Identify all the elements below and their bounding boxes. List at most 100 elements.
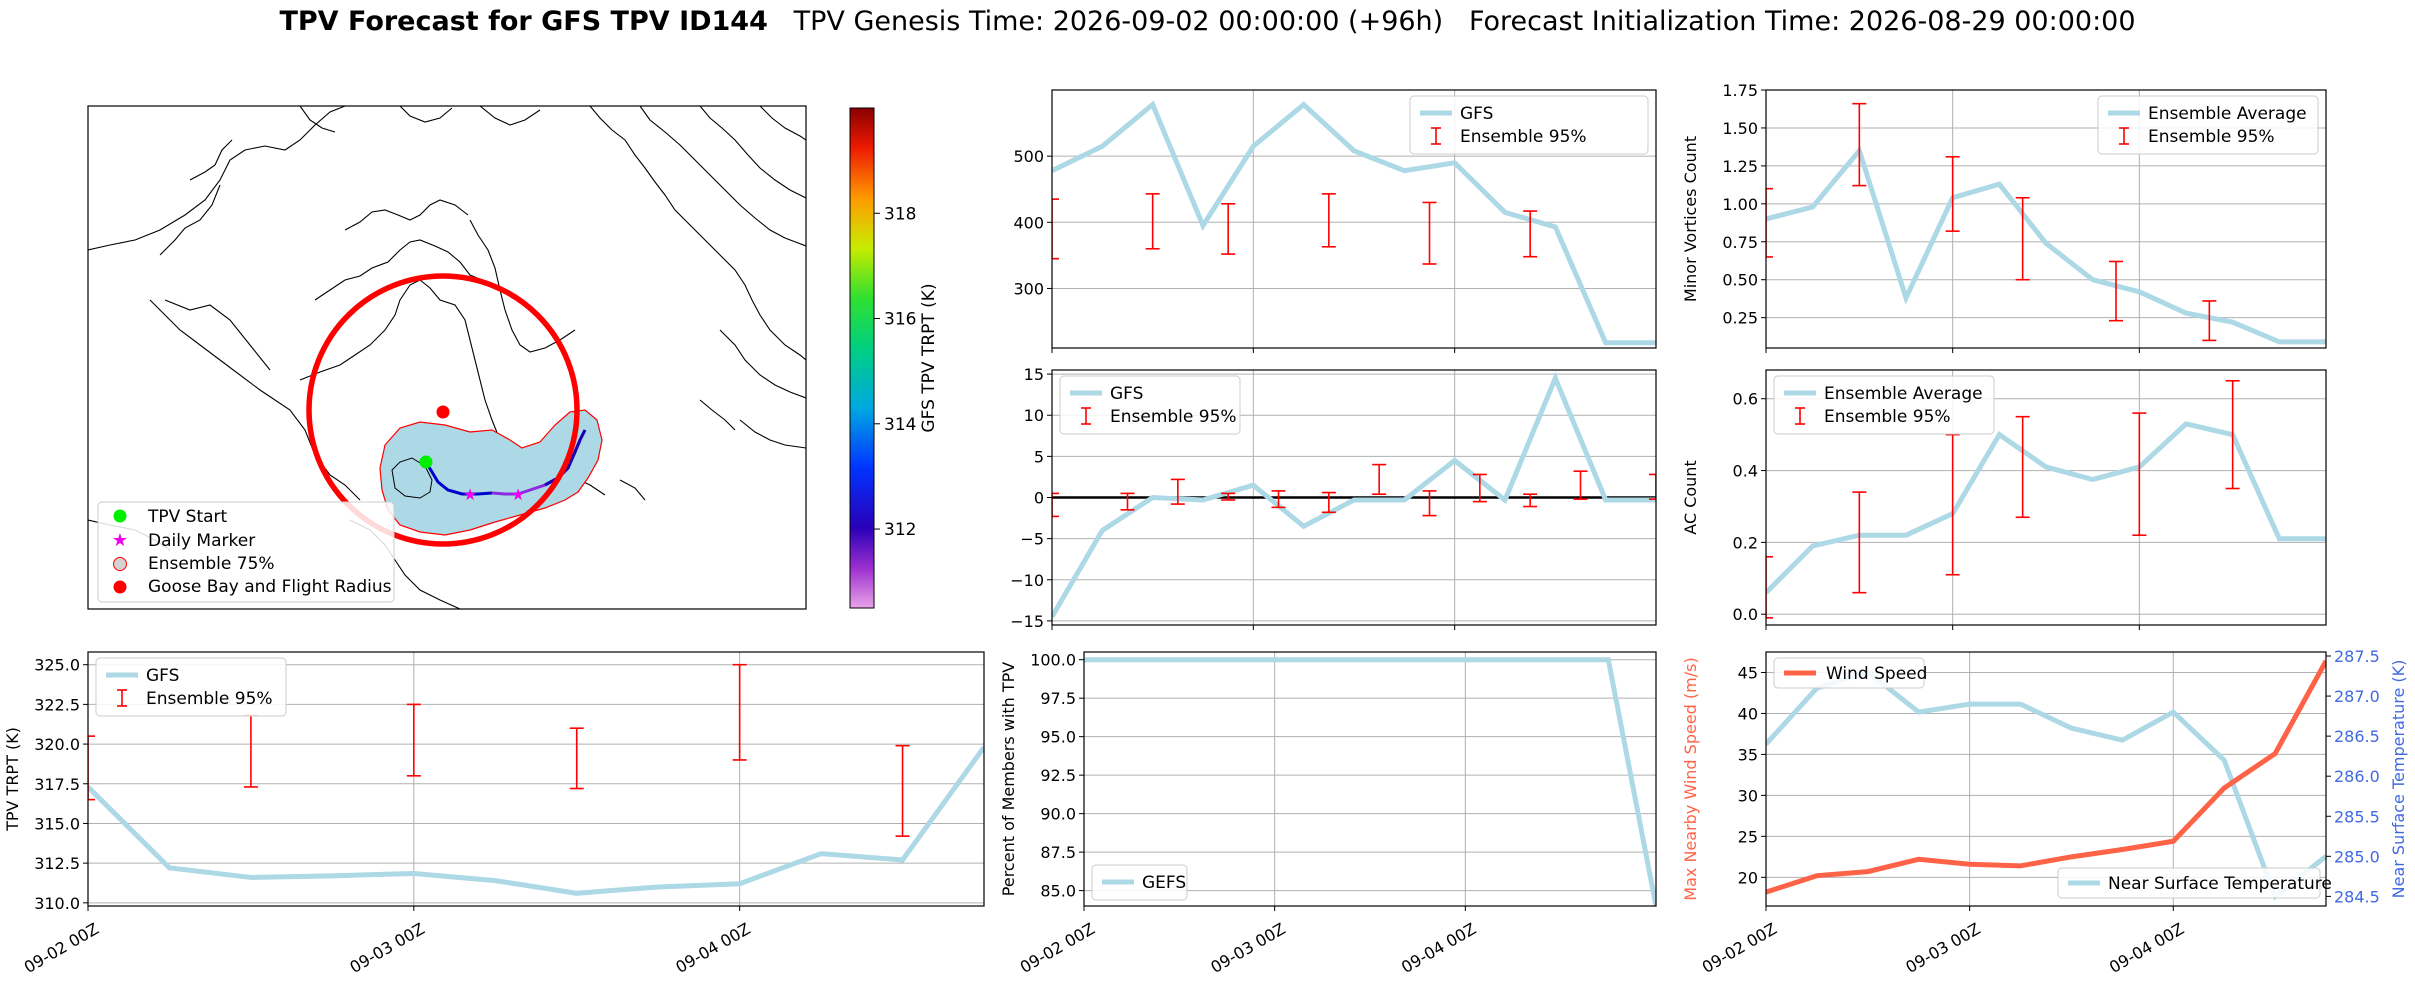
ytick-label: 325.0 [34, 656, 80, 675]
ytick-label: 400 [1013, 213, 1044, 232]
colorbar-ticks: 312 314 316 318 [874, 204, 916, 540]
ytick-label: 310.0 [34, 894, 80, 913]
errorbar [406, 703, 421, 777]
figure-title-times: TPV Genesis Time: 2026-09-02 00:00:00 (+… [767, 6, 2136, 37]
plot-area [1766, 379, 2326, 619]
ytick-label: 1.50 [1722, 119, 1758, 138]
ytick2-label: 284.5 [2334, 887, 2380, 906]
ytick-label: 35 [1738, 745, 1758, 764]
ylabel: Max Nearby Wind Speed (m/s) [1681, 657, 1700, 900]
legend2-box [2057, 867, 2321, 899]
plot-frame [1051, 369, 1657, 626]
legend-label: Ensemble 95% [2148, 127, 2275, 147]
ylabel: Minor Vortices Count [1681, 136, 1700, 302]
ytick-label: 1.75 [1722, 81, 1758, 100]
ytick-label: 320.0 [34, 735, 80, 754]
plot-area [88, 663, 984, 896]
figure-title-bold: TPV Forecast for GFS TPV ID144 [279, 6, 768, 37]
legend-tpv-start-label: TPV Start [147, 507, 228, 527]
errorbar [2015, 196, 2030, 281]
ytick-label: 0.25 [1722, 309, 1758, 328]
errorbar [1766, 187, 1773, 258]
errorbar [2202, 300, 2217, 342]
legend-box [1409, 95, 1649, 155]
plot-frame [1765, 369, 2327, 626]
errorbar [243, 714, 258, 788]
trpt-chart: 310.0 312.5 315.0 317.5 320.0 322.5 325.0 09-02… [0, 640, 1000, 982]
errorbar [1945, 155, 1960, 232]
ytick-label: 100.0 [1030, 651, 1076, 670]
ytick2-label: 287.5 [2334, 647, 2380, 666]
legend-box [1773, 375, 1995, 435]
xtick-label: 09-04 00Z [672, 919, 753, 977]
legend-label-wind-speed: Wind Speed [1826, 664, 1927, 684]
ac-count-chart: 0.0 0.2 0.4 0.6 AC Count Ensemble Average Ense… [1680, 360, 2335, 635]
ytick-label: 87.5 [1040, 843, 1076, 862]
errorbar [1170, 478, 1185, 505]
series-line [1766, 421, 2326, 595]
errorbar [88, 735, 95, 801]
errorbar [1945, 433, 1960, 576]
island-outline [391, 457, 433, 499]
errorbar [895, 744, 910, 837]
legend-box [1091, 864, 1188, 901]
legend-label: Ensemble 95% [1110, 407, 1237, 427]
tpv-start-marker [419, 455, 433, 469]
series-line [1052, 371, 1656, 619]
errorbar [1052, 492, 1059, 518]
ytick-label: −10 [1010, 571, 1044, 590]
map-svg: ★ ★ TPV Start ★ Daily Marker Ensemble 75… [87, 105, 939, 610]
plot-frame [1765, 651, 2327, 907]
legend-box [95, 657, 287, 717]
legend-daily-marker-icon: ★ [112, 530, 128, 551]
legend-box [1059, 375, 1241, 435]
ytick-label: −5 [1020, 530, 1044, 549]
xtick-label: 09-02 00Z [21, 919, 102, 977]
ytick-label: 0.0 [1733, 605, 1758, 624]
colorbar-tick-label: 316 [884, 310, 916, 330]
xtick-label: 09-02 00Z [1017, 919, 1098, 977]
plot-area [1766, 102, 2326, 345]
legend-label: GEFS [1142, 873, 1186, 893]
trpt-tendency-chart-svg: −15−10−5051015TPV TRPT Tendency (K/day)G… [967, 365, 1657, 631]
legend-label: Ensemble Average [1824, 384, 1983, 404]
series-line-wind-speed [1766, 659, 2326, 895]
xtick-label: 09-03 00Z [347, 919, 428, 977]
errorbar [2132, 412, 2147, 537]
ytick-label: 90.0 [1040, 805, 1076, 824]
errorbar [1321, 193, 1336, 248]
errorbar [1372, 463, 1387, 496]
ytick2-label: 286.5 [2334, 727, 2380, 746]
legend-goose-bay-label: Goose Bay and Flight Radius [148, 577, 392, 597]
ytick-label: 312.5 [34, 854, 80, 873]
errorbar [1052, 198, 1059, 260]
map-panel: ★ ★ TPV Start ★ Daily Marker Ensemble 75… [0, 0, 960, 660]
legend-label: GFS [1460, 104, 1493, 124]
errorbar [1573, 470, 1588, 500]
colorbar-label: GFS TPV TRPT (K) [919, 283, 939, 432]
legend-goose-bay-icon [113, 580, 127, 594]
trpt-tendency-chart: −15−10−5051015TPV TRPT Tendency (K/day)G… [967, 360, 1680, 635]
ylabel2: Near Surface Temperature (K) [2389, 660, 2408, 899]
ytick-label: 0.75 [1722, 233, 1758, 252]
goose-bay-marker [436, 405, 450, 419]
colorbar [849, 107, 875, 609]
ylabel: AC Count [1681, 460, 1700, 534]
plot-area [1052, 371, 1656, 619]
daily-marker-star: ★ [511, 485, 525, 504]
ytick-label: 30 [1738, 786, 1758, 805]
errorbar [1523, 210, 1538, 258]
ytick-label: −15 [1010, 612, 1044, 631]
legend-ensemble-icon [113, 557, 127, 571]
legend-label: Ensemble Average [2148, 104, 2307, 124]
errorbar [1852, 102, 1867, 187]
plot-area [1052, 100, 1656, 346]
daily-marker-star: ★ [463, 485, 477, 504]
map-legend-box [97, 501, 395, 603]
errorbar [1852, 491, 1867, 594]
members-chart-svg: 85.0 87.5 90.0 92.5 95.0 97.5 100.0 09-02 00Z 09… [999, 651, 1657, 977]
legend-daily-marker-label: Daily Marker [148, 531, 255, 551]
ytick-label: 25 [1738, 827, 1758, 846]
errorbar [1422, 201, 1437, 265]
errorbar [1523, 493, 1538, 508]
